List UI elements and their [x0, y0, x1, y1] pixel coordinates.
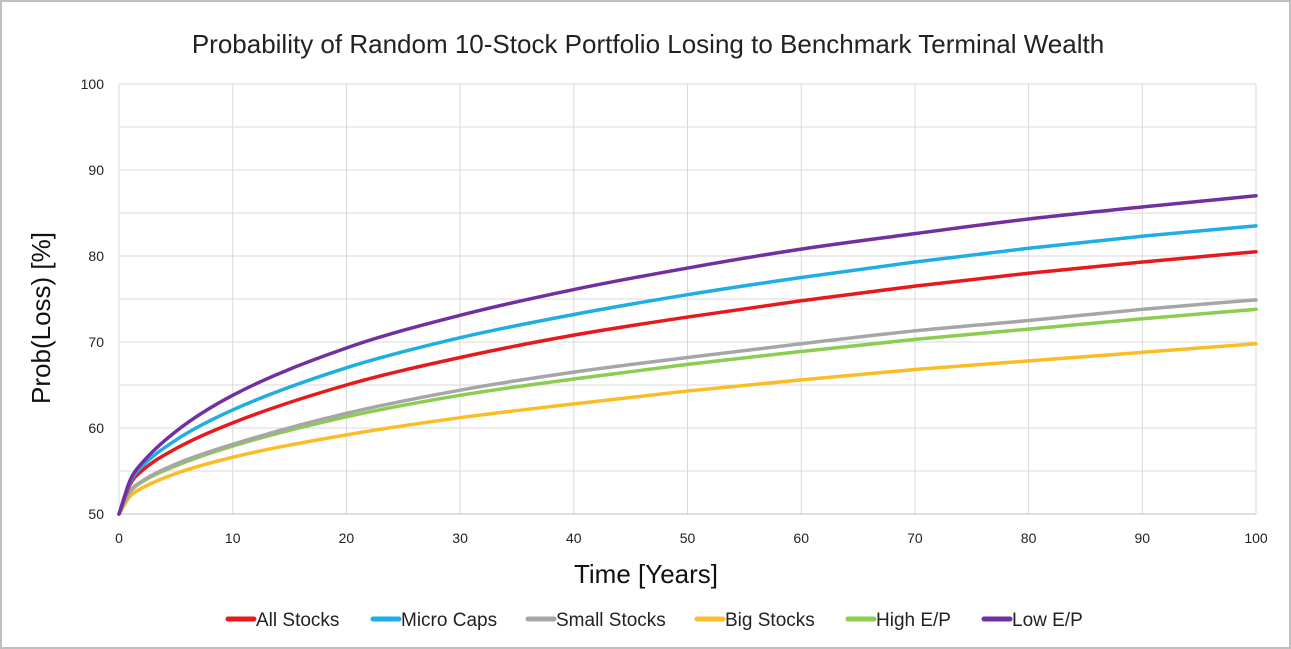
legend-label-low-e-p: Low E/P: [1012, 610, 1083, 631]
x-tick-label: 20: [339, 530, 355, 546]
x-tick-label: 30: [452, 530, 468, 546]
y-tick-label: 90: [88, 162, 104, 178]
x-tick-label: 60: [793, 530, 809, 546]
chart-title: Probability of Random 10-Stock Portfolio…: [192, 29, 1104, 59]
legend-label-high-e-p: High E/P: [876, 610, 951, 631]
x-tick-labels: 0 10 20 30 40 50 60 70 80 90 100: [115, 530, 1268, 546]
series-lines: [117, 194, 1258, 516]
x-tick-label: 40: [566, 530, 582, 546]
series-line-big-stocks: [117, 341, 1258, 516]
x-axis-title: Time [Years]: [574, 559, 718, 589]
y-tick-label: 80: [88, 248, 104, 264]
legend-label-all-stocks: All Stocks: [256, 610, 339, 631]
legend: All Stocks Micro Caps Small Stocks Big Stoc…: [225, 610, 1083, 631]
x-tick-label: 0: [115, 530, 123, 546]
x-tick-label: 80: [1021, 530, 1037, 546]
x-tick-label: 100: [1244, 530, 1268, 546]
x-tick-label: 10: [225, 530, 241, 546]
series-line-all-stocks: [117, 249, 1258, 516]
series-line-low-e-p: [117, 194, 1258, 516]
y-tick-label: 100: [81, 76, 105, 92]
x-tick-label: 90: [1135, 530, 1151, 546]
legend-label-big-stocks: Big Stocks: [725, 610, 815, 631]
x-tick-label: 50: [680, 530, 696, 546]
series-line-micro-caps: [117, 224, 1258, 516]
y-axis-title: Prob(Loss) [%]: [26, 232, 56, 404]
legend-label-small-stocks: Small Stocks: [556, 610, 666, 631]
y-tick-label: 60: [88, 420, 104, 436]
series-line-small-stocks: [117, 298, 1258, 516]
y-tick-labels: 50 60 70 80 90 100: [81, 76, 105, 522]
y-tick-label: 70: [88, 334, 104, 350]
x-tick-label: 70: [907, 530, 923, 546]
grid: [118, 83, 1257, 515]
legend-label-micro-caps: Micro Caps: [401, 610, 497, 631]
y-tick-label: 50: [88, 506, 104, 522]
